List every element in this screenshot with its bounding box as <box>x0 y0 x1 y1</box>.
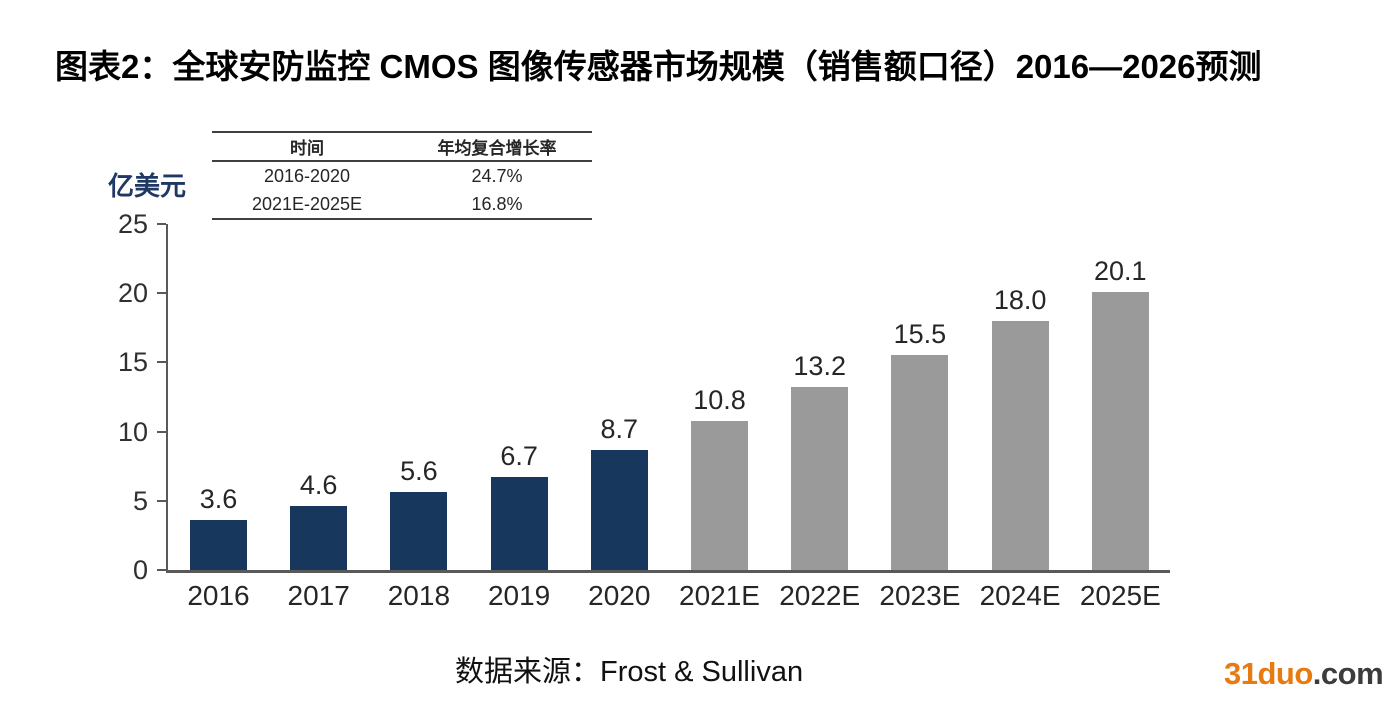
y-axis-line <box>166 224 168 573</box>
x-axis-label-2022E: 2022E <box>779 580 861 611</box>
bar-2019 <box>490 477 548 570</box>
y-axis-unit-label: 亿美元 <box>108 171 187 201</box>
table-row: 2021E-2025E 16.8% <box>212 190 592 219</box>
cagr-table-header-row: 时间 年均复合增长率 <box>212 132 592 161</box>
data-source: 数据来源：Frost & Sullivan <box>455 656 804 688</box>
cagr-table-cell-period: 2021E-2025E <box>251 193 363 214</box>
bar-value-label-2016: 3.6 <box>199 484 238 515</box>
bar-2017 <box>290 506 348 570</box>
figure-title: 图表2：全球安防监控 CMOS 图像传感器市场规模（销售额口径）2016—202… <box>55 48 1262 85</box>
cagr-table-cell-cagr: 16.8% <box>471 193 523 214</box>
bar-2020 <box>590 449 648 570</box>
bar-2021E <box>691 420 748 570</box>
watermark-logo: 31duo.com <box>1224 656 1384 692</box>
x-axis-label-2016: 2016 <box>187 580 250 611</box>
y-axis-tick-15 <box>157 361 166 364</box>
bar-value-label-2021E: 10.8 <box>693 384 746 415</box>
bar-value-label-2022E: 13.2 <box>793 351 846 382</box>
y-axis-tick-0 <box>157 569 166 571</box>
bar-2023E <box>891 355 949 570</box>
bar-2025E <box>1091 291 1149 570</box>
bar-2016 <box>190 520 247 570</box>
table-row: 2016-2020 24.7% <box>212 161 592 190</box>
y-axis-tick-label-25: 25 <box>117 209 148 239</box>
x-axis-label-2021E: 2021E <box>679 580 760 611</box>
bar-value-label-2017: 4.6 <box>299 470 338 501</box>
y-axis-tick-label-10: 10 <box>117 416 148 447</box>
bar-2022E <box>791 387 849 570</box>
x-axis-label-2020: 2020 <box>588 580 651 611</box>
bar-value-label-2020: 8.7 <box>600 413 639 444</box>
cagr-table-cell-cagr: 24.7% <box>471 165 523 186</box>
x-axis-line <box>166 570 1170 573</box>
x-axis-label-2017: 2017 <box>287 580 350 611</box>
y-axis-tick-label-20: 20 <box>117 278 148 309</box>
x-axis-label-2023E: 2023E <box>879 580 961 611</box>
bar-value-label-2024E: 18.0 <box>993 284 1047 315</box>
y-axis-tick-label-15: 15 <box>117 347 148 378</box>
cagr-table: 时间 年均复合增长率 2016-2020 24.7% 2021E-2025E 1… <box>212 131 592 220</box>
bar-value-label-2025E: 20.1 <box>1094 255 1147 286</box>
x-axis-label-2018: 2018 <box>387 580 451 611</box>
cagr-table-header-period: 时间 <box>290 139 324 158</box>
bar-value-label-2019: 6.7 <box>500 441 538 472</box>
watermark-brand: 31duo <box>1224 656 1313 691</box>
y-axis-tick-label-5: 5 <box>132 485 148 516</box>
cagr-table-cell-period: 2016-2020 <box>263 165 351 186</box>
x-axis-label-2024E: 2024E <box>979 580 1061 611</box>
y-axis-tick-5 <box>157 499 166 502</box>
x-axis-label-2019: 2019 <box>487 580 551 611</box>
bar-value-label-2023E: 15.5 <box>893 319 947 350</box>
y-axis-tick-label-0: 0 <box>132 555 148 585</box>
bar-2024E <box>991 320 1049 570</box>
cagr-table-header-cagr: 年均复合增长率 <box>437 139 557 158</box>
bar-2018 <box>390 492 448 570</box>
watermark-suffix: .com <box>1312 656 1384 691</box>
y-axis-tick-20 <box>157 292 166 295</box>
y-axis-tick-25 <box>157 223 166 225</box>
bar-value-label-2018: 5.6 <box>400 456 438 487</box>
y-axis-tick-10 <box>157 430 166 433</box>
x-axis-label-2025E: 2025E <box>1079 580 1161 611</box>
